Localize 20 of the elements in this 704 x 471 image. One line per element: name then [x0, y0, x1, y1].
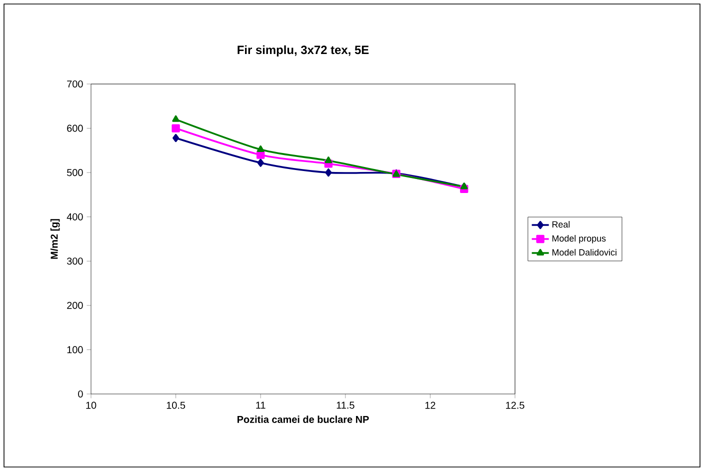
x-tick-label: 11	[256, 402, 266, 409]
y-tick-label: 0	[78, 390, 83, 398]
y-tick-label: 100	[67, 346, 83, 354]
legend-label: Model Dalidovici	[552, 248, 616, 256]
y-tick-label: 600	[67, 124, 83, 132]
legend-label: Real	[552, 221, 570, 228]
x-tick-label: 12	[425, 402, 436, 409]
y-tick-label: 500	[67, 169, 83, 176]
x-tick-label: 12.5	[506, 402, 524, 409]
x-tick-label: 10.5	[166, 402, 186, 409]
chart-title: Fir simplu, 3x72 tex, 5E	[238, 45, 369, 56]
x-tick-label: 10	[86, 402, 96, 409]
y-tick-label: 300	[66, 258, 83, 265]
x-tick-label: 11.5	[336, 402, 354, 409]
y-tick-label: 400	[66, 213, 83, 220]
y-tick-label: 200	[67, 302, 83, 309]
legend-label: Model propus	[552, 234, 606, 244]
y-tick-label: 700	[67, 80, 83, 88]
x-axis-title: Pozitia camei de buclare NP	[238, 416, 369, 423]
y-axis-title: M/m2 [g]	[50, 219, 60, 259]
